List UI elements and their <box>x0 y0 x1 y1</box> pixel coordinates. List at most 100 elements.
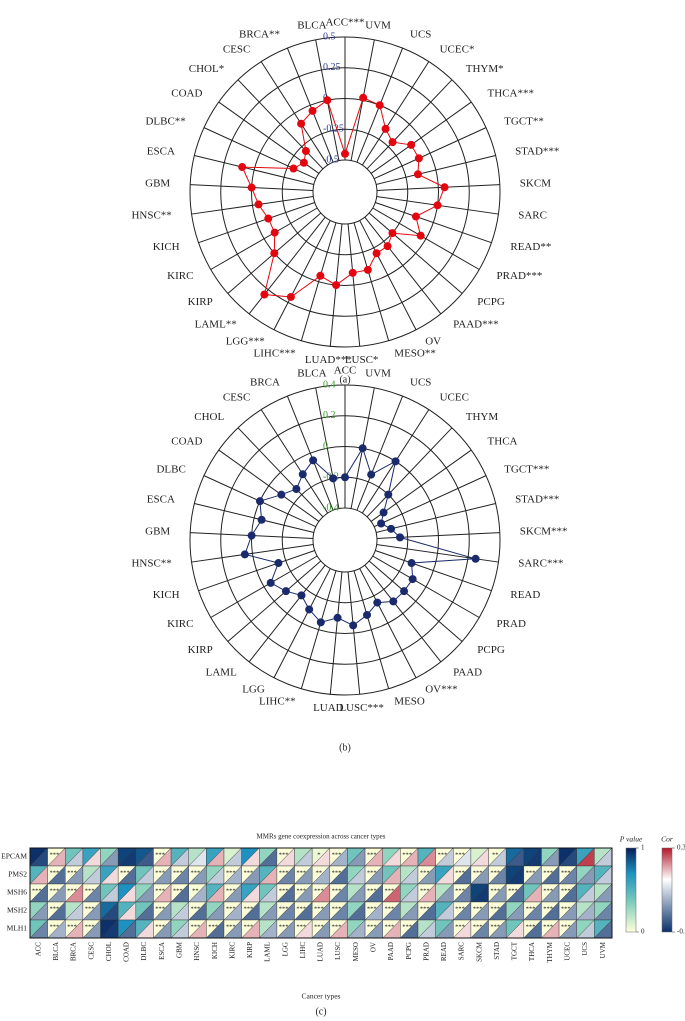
spoke <box>347 223 361 347</box>
data-point <box>388 229 397 238</box>
star-label: *** <box>226 887 236 894</box>
colorbar-tick-label: 0 <box>641 928 645 936</box>
data-point <box>341 149 349 158</box>
r-tick-label: 0 <box>323 441 328 452</box>
category-label: LUSC*** <box>339 702 384 714</box>
star-label: *** <box>67 869 77 876</box>
star-label: *** <box>85 887 95 894</box>
category-label: PAAD*** <box>453 318 498 330</box>
column-label: HNSC <box>193 942 201 961</box>
star-label: *** <box>543 905 553 912</box>
star-label: *** <box>67 887 77 894</box>
panel-label: (b) <box>339 742 351 753</box>
data-point <box>299 158 308 167</box>
r-tick-label: 0.25 <box>323 62 341 73</box>
data-point <box>274 559 283 568</box>
data-point <box>297 119 306 128</box>
row-label: MSH2 <box>7 906 27 915</box>
data-point <box>358 444 367 453</box>
star-label: *** <box>49 923 59 930</box>
data-point <box>266 578 275 587</box>
star-label: *** <box>49 869 59 876</box>
spoke <box>198 549 315 592</box>
column-label: COAD <box>123 942 131 962</box>
star-label: *** <box>226 905 236 912</box>
data-point <box>414 154 423 163</box>
data-point <box>388 138 397 147</box>
star-label: *** <box>32 887 42 894</box>
star-label: *** <box>402 923 412 930</box>
spoke <box>361 61 430 166</box>
spoke <box>372 207 480 270</box>
heatmap-title: MMRs gene coexpression across cancer typ… <box>257 833 386 841</box>
data-point <box>298 470 307 479</box>
category-label: OV*** <box>425 684 457 696</box>
star-label: *** <box>367 923 377 930</box>
colorbar-title: Cor <box>661 835 673 844</box>
star-label: *** <box>543 887 553 894</box>
category-label: LGG*** <box>226 336 265 348</box>
spoke <box>376 184 500 191</box>
data-point <box>379 508 388 517</box>
colorbar <box>661 847 673 933</box>
star-label: *** <box>490 887 500 894</box>
category-label: THCA*** <box>488 88 534 100</box>
data-point <box>411 212 420 221</box>
star-label: *** <box>437 851 447 858</box>
data-point <box>440 183 449 192</box>
category-label: LUSC* <box>345 354 379 366</box>
colorbar-title: P value <box>619 835 643 844</box>
star-label: *** <box>226 923 236 930</box>
star-label: *** <box>420 887 430 894</box>
star-label: *** <box>314 905 324 912</box>
star-label: *** <box>526 923 536 930</box>
column-label: LIHC <box>299 942 307 959</box>
spoke <box>373 127 487 180</box>
star-label: *** <box>332 923 342 930</box>
data-point <box>323 96 332 105</box>
category-label: LAML <box>206 666 237 678</box>
data-point <box>240 550 249 559</box>
spoke <box>356 395 404 511</box>
spoke <box>273 220 331 330</box>
star-label: *** <box>243 923 253 930</box>
category-label: UCS <box>410 29 431 41</box>
row-label: EPCAM <box>1 852 27 861</box>
column-label: SARC <box>458 942 466 961</box>
series-line <box>241 97 446 298</box>
spoke <box>329 571 343 695</box>
column-label: STAD <box>493 942 501 960</box>
data-point <box>367 470 376 479</box>
data-point <box>375 101 384 110</box>
spoke <box>353 222 390 341</box>
spoke <box>359 220 417 330</box>
column-label: DLBC <box>140 942 148 961</box>
star-label: ** <box>192 887 199 894</box>
star-label: *** <box>155 851 165 858</box>
column-label: LGG <box>281 942 289 956</box>
spoke <box>191 544 314 563</box>
column-label: LUAD <box>317 942 325 961</box>
category-label: READ <box>510 589 540 601</box>
star-label: *** <box>367 887 377 894</box>
data-point <box>383 242 392 251</box>
data-point <box>396 533 405 542</box>
star-label: *** <box>561 869 571 876</box>
star-label: ** <box>492 851 499 858</box>
spoke <box>375 154 496 185</box>
star-label: *** <box>367 869 377 876</box>
column-label: PAAD <box>387 942 395 960</box>
spoke <box>300 222 337 341</box>
column-label: CHOL <box>105 942 113 961</box>
category-label: UVM <box>365 20 391 32</box>
column-label: KIRC <box>228 942 236 959</box>
star-label: *** <box>385 905 395 912</box>
star-label: *** <box>226 869 236 876</box>
category-label: LUAD <box>313 702 344 714</box>
data-point <box>372 249 381 258</box>
data-point <box>264 214 273 223</box>
star-label: *** <box>543 923 553 930</box>
data-point <box>359 93 368 102</box>
colorbar-tick-label: -0.5 <box>677 928 685 936</box>
data-point <box>286 292 295 301</box>
